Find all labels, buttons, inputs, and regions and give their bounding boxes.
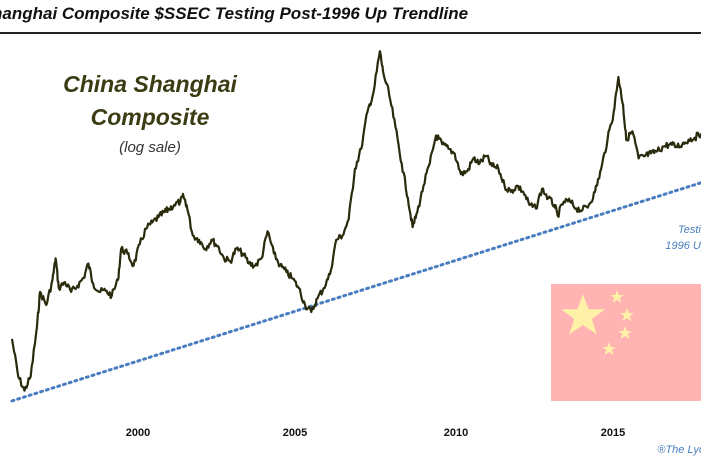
x-tick-label: 2010 bbox=[443, 427, 469, 439]
flag-stars-icon bbox=[561, 290, 634, 355]
copyright-text: ®The Lyo bbox=[657, 444, 701, 456]
china-flag-image bbox=[551, 284, 701, 401]
page-title: nanghai Composite $SSEC Testing Post-199… bbox=[0, 4, 469, 23]
flag-large-star-icon bbox=[561, 294, 605, 335]
trendline-label-line1: Testin bbox=[678, 224, 701, 236]
chart-title: China Shanghai Composite bbox=[63, 71, 237, 130]
series-group bbox=[10, 50, 701, 392]
x-tick-label: 2015 bbox=[600, 427, 626, 439]
flag-small-star-icon bbox=[620, 308, 634, 321]
flag-small-star-icon bbox=[602, 342, 616, 355]
trendline bbox=[10, 181, 701, 403]
chart-subtitle: (log sale) bbox=[119, 139, 181, 156]
x-tick-label: 2005 bbox=[282, 427, 308, 439]
x-tick-label: 2000 bbox=[125, 427, 151, 439]
trendline-label-line2: 1996 Up bbox=[665, 240, 701, 252]
title-bar: nanghai Composite $SSEC Testing Post-199… bbox=[0, 0, 701, 34]
trendline-group bbox=[10, 181, 701, 403]
series-line bbox=[10, 50, 701, 392]
flag-small-star-icon bbox=[618, 326, 632, 339]
flag-small-star-icon bbox=[610, 290, 624, 303]
